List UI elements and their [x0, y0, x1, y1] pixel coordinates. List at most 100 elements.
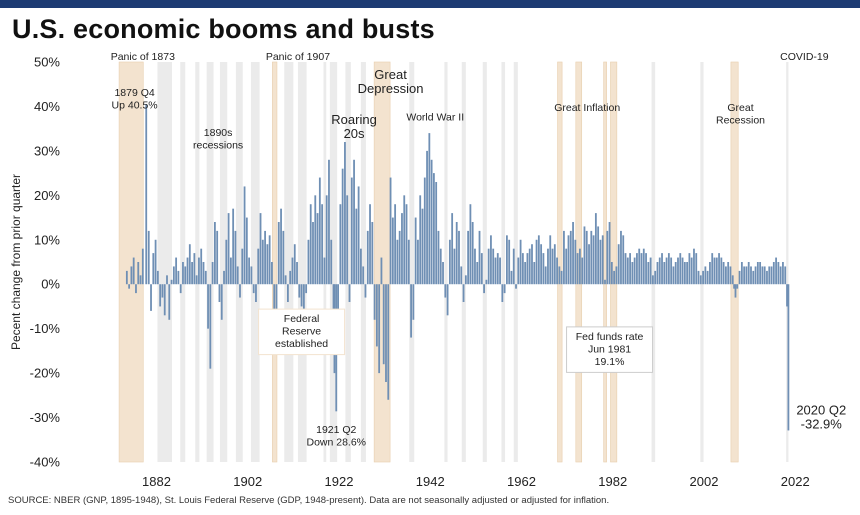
bar	[590, 230, 593, 285]
bar	[195, 275, 198, 285]
y-tick-label: 20%	[34, 188, 60, 203]
bar	[200, 248, 203, 285]
recession-band-minor	[195, 62, 200, 462]
bar	[239, 284, 241, 298]
axes: 50% 40% 30% 20% 10% 0% -10% -20% -30% -40% 1882 190…	[9, 55, 810, 490]
bar	[745, 266, 748, 285]
bar	[501, 284, 504, 302]
bar	[255, 284, 257, 302]
bar	[683, 262, 686, 285]
bar	[430, 159, 433, 285]
bar	[339, 204, 342, 285]
bar	[674, 262, 677, 285]
bar	[697, 270, 700, 285]
bar	[631, 262, 634, 285]
bar	[223, 270, 225, 285]
bar	[572, 222, 574, 285]
bar	[722, 262, 725, 285]
bar	[786, 284, 788, 307]
bar	[706, 270, 709, 285]
bar	[604, 279, 606, 285]
bar	[480, 253, 483, 285]
bar	[437, 230, 440, 285]
callout-line: 19.1%	[595, 356, 625, 368]
annotation: World War II	[406, 112, 464, 124]
bar	[378, 284, 381, 374]
bar	[453, 248, 456, 285]
bar	[179, 284, 182, 294]
bar	[494, 257, 497, 285]
bar	[229, 257, 232, 285]
bar	[553, 244, 556, 285]
bar	[150, 284, 152, 311]
bar	[731, 275, 734, 285]
bar	[172, 266, 175, 285]
bar	[182, 262, 184, 285]
bar	[784, 266, 787, 285]
bar	[337, 284, 339, 311]
recession-band-major	[610, 61, 618, 463]
bar	[154, 239, 157, 285]
bar	[132, 257, 135, 285]
bar	[526, 253, 529, 285]
bar	[471, 222, 474, 285]
bar	[412, 284, 415, 320]
bar	[556, 257, 558, 285]
bar	[166, 275, 168, 285]
y-tick-label: -20%	[30, 366, 61, 381]
bar	[490, 235, 492, 285]
bar	[672, 266, 675, 285]
bar	[633, 257, 636, 285]
bar	[423, 177, 426, 285]
recession-band-minor	[297, 62, 307, 462]
bar	[690, 257, 693, 285]
bar	[135, 284, 137, 294]
bar	[654, 270, 657, 285]
callout-box	[258, 308, 346, 356]
annotation-line: Great	[374, 67, 407, 82]
bar	[275, 284, 278, 311]
bar	[727, 262, 730, 285]
bar	[766, 270, 768, 285]
bar	[740, 262, 743, 285]
bar	[236, 266, 239, 285]
bar	[380, 257, 383, 285]
bar	[483, 284, 485, 294]
recession-band-minor	[235, 62, 243, 462]
bar	[711, 253, 714, 285]
bar	[565, 248, 568, 285]
bar	[551, 248, 554, 285]
bar	[506, 235, 508, 285]
bar	[193, 253, 196, 285]
x-tick-label: 2002	[690, 474, 719, 489]
annotation-line: 1879 Q4	[114, 87, 154, 99]
bar	[191, 262, 193, 285]
bar	[448, 239, 451, 285]
bar	[519, 239, 522, 285]
bar	[232, 208, 235, 285]
bar	[670, 257, 673, 285]
bar	[439, 248, 442, 285]
annotation: Great Inflation	[554, 102, 620, 114]
bar	[355, 208, 358, 285]
bar	[702, 270, 704, 285]
bar	[715, 257, 718, 285]
bar	[761, 266, 764, 285]
y-tick-label: 0%	[41, 277, 60, 292]
bar	[718, 253, 720, 285]
bar	[389, 177, 392, 285]
bar	[585, 230, 588, 285]
bar	[216, 230, 219, 285]
bar	[325, 195, 328, 285]
bar	[357, 186, 360, 285]
bar	[487, 248, 490, 285]
annotation-line: 20s	[344, 126, 365, 141]
annotation-line: Recession	[716, 114, 765, 126]
bar	[599, 239, 602, 285]
annotation-line: Panic of 1873	[111, 51, 175, 63]
callout-text: Fed funds rate Jun 1981 19.1%	[576, 331, 644, 368]
bar	[259, 213, 262, 285]
annotation-line: Down 28.6%	[306, 437, 366, 449]
annotation-line: Depression	[358, 81, 424, 96]
bar	[451, 213, 454, 285]
